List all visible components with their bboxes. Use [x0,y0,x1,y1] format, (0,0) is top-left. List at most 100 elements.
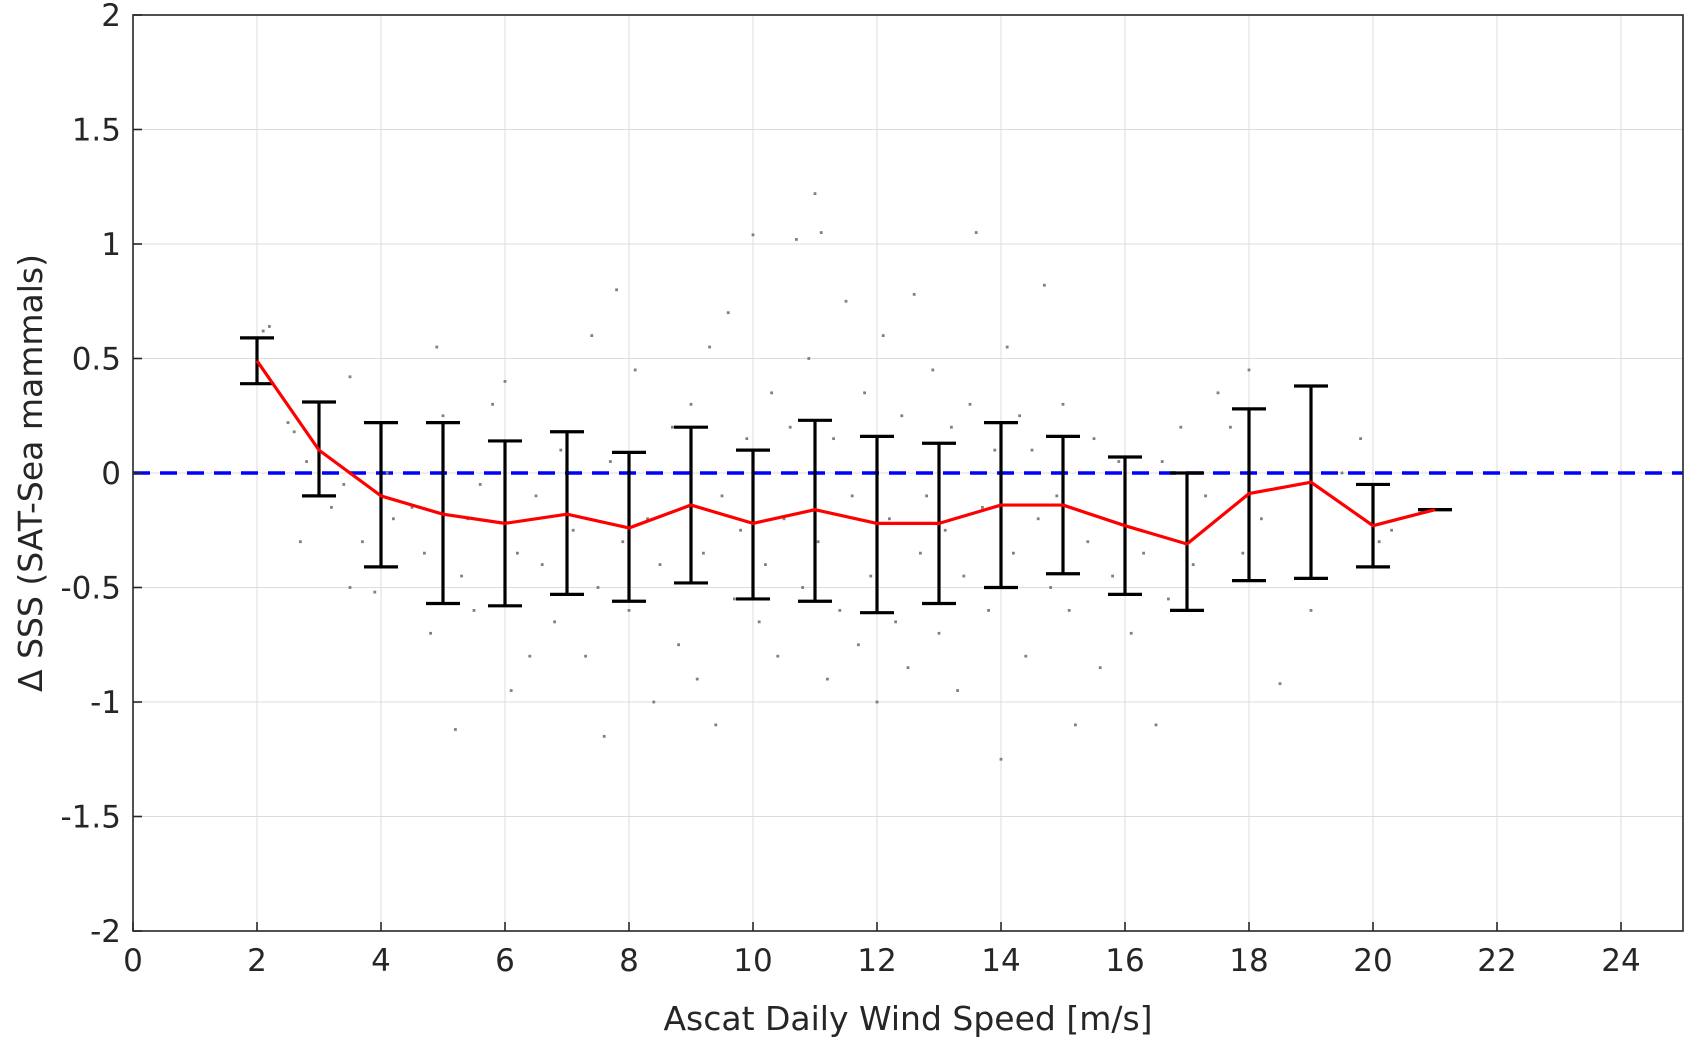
mean-line-series-0 [255,359,1436,546]
y-tick-label-3: 0.5 [72,342,121,378]
scatter-point-112 [1061,402,1065,406]
x-tick-label-12: 24 [1601,943,1640,979]
scatter-point-137 [1377,540,1381,544]
scatter-point-114 [1074,723,1077,727]
scatter-point-127 [1204,494,1207,498]
scatter-point-132 [1260,517,1263,521]
y-tick-label-5: -0.5 [61,571,122,607]
scatter-point-100 [987,609,990,612]
scatter-point-111 [1055,494,1059,498]
scatter-point-96 [962,574,966,578]
scatter-point-82 [875,700,879,704]
scatter-point-25 [491,402,494,406]
scatter-point-98 [974,231,978,234]
scatter-point-73 [819,231,823,234]
scatter-point-15 [410,505,414,509]
scatter-point-14 [392,517,395,521]
scatter-point-47 [658,563,662,566]
y-axis-ticks: 2 1.5 1 0.5 0 -0.5 -1 -1.5 -2 [61,0,142,950]
scatter-point-129 [1229,425,1232,429]
scatter-point-119 [1117,460,1121,463]
scatter-point-5 [305,460,308,463]
scatter-point-134 [1309,609,1313,612]
scatter-point-118 [1111,574,1114,578]
scatter-point-13 [385,471,389,475]
scatter-point-107 [1030,448,1034,452]
scatter-point-63 [764,563,767,566]
scatter-point-4 [299,540,302,544]
x-tick-label-1: 2 [247,943,267,979]
x-tick-label-7: 14 [981,943,1020,979]
scatter-point-113 [1067,609,1071,612]
scatter-point-43 [627,609,631,612]
scatter-point-7 [330,505,333,509]
scatter-point-99 [981,505,984,509]
scatter-point-44 [633,368,637,372]
scatter-point-29 [528,654,532,658]
scatter-point-138 [1390,528,1393,532]
scatter-point-12 [373,590,377,594]
scatter-point-37 [590,334,594,337]
scatter-point-105 [1018,414,1021,418]
x-axis-title: Ascat Daily Wind Speed [m/s] [663,999,1152,1038]
scatter-point-97 [968,402,972,406]
scatter-point-40 [609,460,612,463]
scatter-point-11 [361,540,364,544]
scatter-point-61 [751,233,755,237]
x-tick-label-9: 18 [1229,943,1268,979]
scatter-point-26 [503,380,507,383]
scatter-point-58 [733,597,736,601]
scatter-point-78 [850,494,854,498]
scatter-point-106 [1024,654,1028,658]
scatter-point-42 [621,540,625,544]
scatter-point-45 [646,517,649,521]
scatter-point-52 [695,677,699,681]
scatter-point-20 [454,728,457,731]
y-tick-label-0: 2 [101,0,121,34]
scatter-point-128 [1216,391,1220,395]
y-tick-label-6: -1 [90,685,121,721]
scatter-point-1 [268,325,271,328]
scatter-point-62 [757,620,761,624]
scatter-point-80 [863,391,866,395]
scatter-point-130 [1241,551,1245,555]
scatter-point-70 [807,357,811,360]
scatter-point-131 [1247,368,1251,372]
x-tick-label-6: 12 [857,943,896,979]
scatter-point-51 [689,402,693,406]
scatter-point-71 [813,192,817,196]
scatter-point-2 [286,421,290,425]
scatter-point-120 [1129,631,1133,635]
scatter-point-95 [956,689,959,692]
scatter-point-88 [912,292,916,296]
scatter-point-135 [1340,471,1344,475]
scatter-point-64 [770,391,773,395]
scatter-point-68 [795,238,798,241]
scatter-point-16 [423,551,426,555]
y-tick-label-2: 1 [101,227,121,263]
x-tick-label-10: 20 [1353,943,1392,979]
y-tick-label-1: 1.5 [72,113,121,149]
scatter-point-18 [435,345,439,349]
scatter-point-87 [906,666,910,670]
scatter-point-115 [1086,540,1090,544]
scatter-point-57 [726,311,730,315]
scatter-point-49 [677,643,680,647]
scatter-point-53 [702,551,705,555]
scatter-point-85 [894,620,897,624]
scatter-point-77 [844,299,848,303]
scatter-point-104 [1012,551,1015,555]
scatter-point-35 [571,528,575,532]
y-tick-label-4: 0 [101,456,121,492]
y-tick-label-8: -2 [90,914,121,950]
scatter-point-3 [292,430,296,434]
scatter-point-59 [739,528,742,532]
scatter-point-126 [1191,563,1195,566]
scatter-point-74 [826,677,829,681]
scatter-point-94 [950,425,953,429]
x-tick-label-11: 22 [1477,943,1516,979]
scatter-point-91 [931,368,935,372]
scatter-point-83 [881,334,885,337]
scatter-point-93 [943,528,947,532]
scatter-point-31 [540,563,544,566]
